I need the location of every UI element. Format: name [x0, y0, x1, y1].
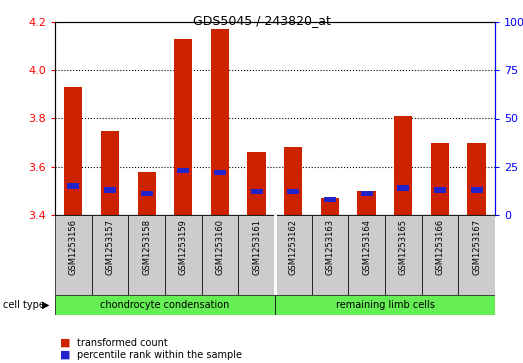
Bar: [431, 143, 449, 215]
Text: chondrocyte condensation: chondrocyte condensation: [100, 300, 230, 310]
Bar: [312, 215, 348, 295]
Bar: [67, 183, 79, 189]
Bar: [138, 172, 156, 215]
Text: GSM1253161: GSM1253161: [252, 219, 261, 275]
Bar: [361, 191, 372, 196]
Bar: [468, 143, 486, 215]
Bar: [394, 116, 413, 215]
Text: percentile rank within the sample: percentile rank within the sample: [77, 350, 242, 360]
Bar: [321, 198, 339, 215]
Bar: [434, 187, 446, 192]
Bar: [177, 168, 189, 173]
Text: GSM1253160: GSM1253160: [215, 219, 224, 275]
Bar: [55, 215, 92, 295]
Bar: [104, 187, 116, 192]
Bar: [287, 189, 299, 195]
Bar: [165, 215, 202, 295]
Bar: [348, 215, 385, 295]
Text: ▶: ▶: [42, 300, 50, 310]
Text: GSM1253162: GSM1253162: [289, 219, 298, 275]
Text: cell type: cell type: [3, 300, 44, 310]
Bar: [275, 295, 495, 315]
Text: ■: ■: [60, 338, 71, 348]
Bar: [141, 191, 153, 196]
Bar: [247, 152, 266, 215]
Bar: [238, 215, 275, 295]
Bar: [55, 295, 275, 315]
Text: GSM1253166: GSM1253166: [436, 219, 445, 275]
Bar: [397, 185, 410, 191]
Bar: [358, 191, 376, 215]
Bar: [92, 215, 128, 295]
Bar: [284, 147, 302, 215]
Bar: [458, 215, 495, 295]
Bar: [214, 170, 226, 175]
Text: ■: ■: [60, 350, 71, 360]
Bar: [471, 187, 483, 192]
Text: GSM1253158: GSM1253158: [142, 219, 151, 275]
Bar: [385, 215, 422, 295]
Bar: [251, 189, 263, 195]
Text: GSM1253163: GSM1253163: [325, 219, 335, 275]
Bar: [128, 215, 165, 295]
Bar: [202, 215, 238, 295]
Text: GSM1253159: GSM1253159: [179, 219, 188, 275]
Text: GSM1253156: GSM1253156: [69, 219, 78, 275]
Text: GSM1253157: GSM1253157: [106, 219, 115, 275]
Text: GSM1253164: GSM1253164: [362, 219, 371, 275]
Bar: [275, 215, 312, 295]
Text: GSM1253165: GSM1253165: [399, 219, 408, 275]
Bar: [422, 215, 458, 295]
Bar: [101, 131, 119, 215]
Bar: [211, 29, 229, 215]
Text: transformed count: transformed count: [77, 338, 168, 348]
Bar: [64, 87, 83, 215]
Bar: [324, 197, 336, 202]
Text: remaining limb cells: remaining limb cells: [336, 300, 435, 310]
Text: GDS5045 / 243820_at: GDS5045 / 243820_at: [192, 15, 331, 28]
Text: GSM1253167: GSM1253167: [472, 219, 481, 275]
Bar: [174, 39, 192, 215]
